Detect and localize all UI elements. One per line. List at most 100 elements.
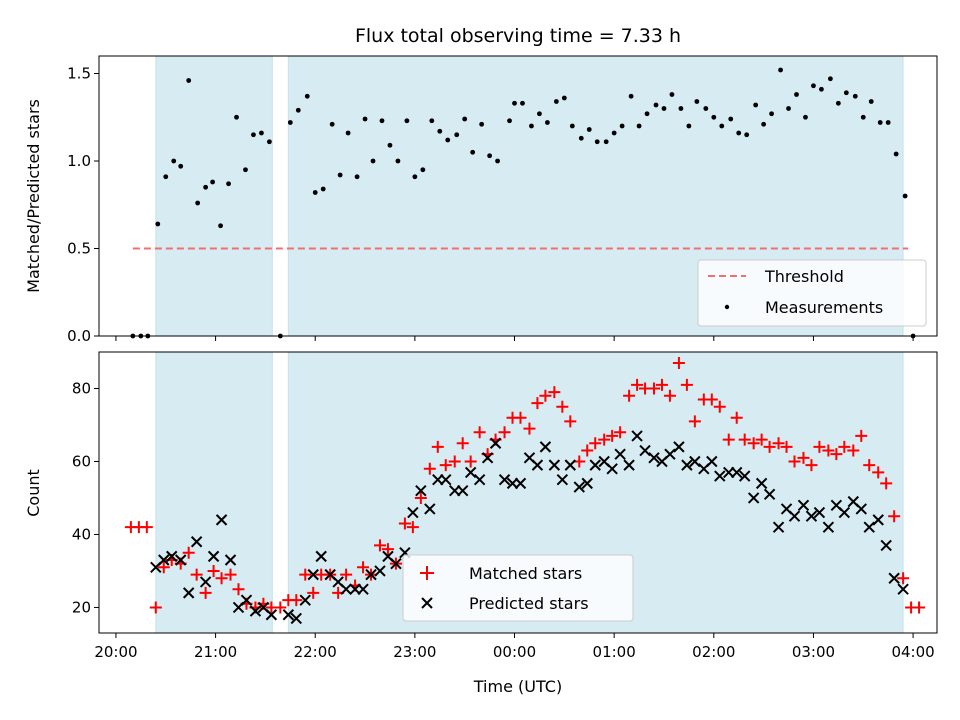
predicted-stars-point [374, 565, 386, 577]
predicted-stars-point [340, 583, 352, 595]
predicted-stars-point [589, 459, 601, 471]
measurement-point [669, 92, 675, 97]
predicted-stars-point [207, 550, 220, 563]
predicted-stars-point [888, 572, 900, 584]
measurement-point [266, 139, 272, 145]
predicted-stars-legend-marker [421, 597, 433, 609]
predicted-stars-point [623, 459, 635, 471]
predicted-stars-point [564, 459, 577, 471]
measurement-point [304, 93, 310, 99]
measurement-point [578, 135, 584, 141]
measurement-point [811, 83, 816, 89]
predicted-stars-point [731, 466, 743, 479]
predicted-stars-point [182, 587, 195, 599]
predicted-stars-point [631, 430, 643, 442]
measurement-point [885, 120, 891, 125]
predicted-stars-point [706, 455, 718, 468]
matched-stars-point [614, 426, 627, 439]
matched-stars-point [357, 561, 370, 574]
count-legend: Matched stars Predicted stars [402, 554, 634, 622]
count-y-axis-label: Count [24, 469, 43, 517]
measurement-point [619, 123, 625, 129]
measurement-point [594, 139, 600, 145]
count-x-tick-label: 00:00 [493, 643, 536, 661]
count-x-tick-label: 03:00 [792, 643, 835, 661]
predicted-stars-point [390, 557, 402, 570]
measurement-point [694, 99, 700, 104]
count-axes-frame [98, 351, 938, 634]
measurement-point [412, 174, 418, 180]
measurement-point [345, 130, 351, 136]
measurement-point [852, 93, 858, 99]
matched-stars-point [431, 440, 444, 453]
measurement-point [195, 200, 201, 206]
predicted-stars-point [265, 609, 278, 621]
measurement-point [226, 181, 231, 187]
measurement-point [295, 107, 301, 113]
predicted-stars-point [763, 488, 776, 501]
measurement-point [778, 67, 783, 73]
matched-stars-point [680, 378, 693, 391]
measurement-point [868, 99, 874, 104]
measurement-point [586, 127, 592, 132]
predicted-stars-point [581, 477, 593, 490]
measurement-point [537, 111, 542, 117]
count-x-tick-label: 23:00 [393, 643, 436, 661]
matched-stars-point [913, 601, 926, 614]
matched-stars-point [730, 411, 743, 424]
measurement-point [520, 100, 525, 106]
predicted-stars-point [158, 554, 170, 566]
matched-stars-point [232, 583, 245, 596]
chart-title: Flux total observing time = 7.33 h [355, 25, 681, 47]
matched-stars-point [897, 572, 910, 585]
matched-stars-point [780, 440, 793, 453]
count-y-tick-label: 20 [72, 598, 91, 616]
matched-stars-point [539, 389, 552, 402]
count-y-tick-label: 60 [72, 452, 91, 470]
predicted-stars-point [755, 477, 768, 490]
measurement-point [171, 158, 177, 164]
predicted-stars-point [531, 459, 544, 471]
measurement-point [561, 95, 567, 101]
matched-stars-point [473, 426, 486, 439]
measurements-legend-marker [724, 304, 730, 310]
matched-stars-point [738, 433, 751, 446]
ratio-axes-frame [98, 55, 938, 337]
matched-stars-point [830, 448, 843, 461]
measurement-point [354, 174, 360, 180]
measurement-point [387, 142, 393, 148]
measurement-point [553, 99, 559, 104]
measurement-point [178, 163, 184, 169]
matched-stars-point [307, 586, 320, 599]
matched-stars-point [215, 572, 228, 585]
matched-stars-point [648, 382, 661, 395]
matched-stars-point [805, 459, 818, 472]
matched-stars-point [672, 356, 685, 369]
predicted-stars-point [166, 550, 178, 563]
matched-stars-point [623, 389, 636, 402]
matched-stars-point [464, 455, 477, 468]
measurement-point [487, 153, 493, 159]
predicted-stars-point [489, 437, 502, 449]
count-x-tick-label: 21:00 [194, 643, 237, 661]
count-legend-box [402, 554, 634, 622]
predicted-stars-point [365, 568, 377, 581]
predicted-stars-point [473, 474, 486, 486]
measurement-point [893, 151, 899, 157]
predicted-stars-point [307, 568, 319, 581]
matched-stars-point [713, 400, 726, 413]
measurement-point [711, 114, 717, 120]
predicted-stars-point [797, 499, 810, 511]
ratio-y-tick-label: 0.0 [67, 327, 91, 345]
measurement-point [719, 123, 725, 129]
predicted-stars-point [249, 605, 262, 617]
matched-stars-point [548, 386, 561, 399]
ratio-y-tick-label: 1.5 [67, 65, 91, 83]
predicted-stars-point [573, 481, 585, 493]
measurement-point [395, 158, 401, 164]
measurement-point [203, 184, 209, 190]
matched-stars-legend-label: Matched stars [469, 564, 582, 583]
measurement-point [761, 121, 767, 127]
count-observing-band-0 [155, 351, 273, 634]
ratio-y-tick-label: 0.5 [67, 240, 91, 258]
